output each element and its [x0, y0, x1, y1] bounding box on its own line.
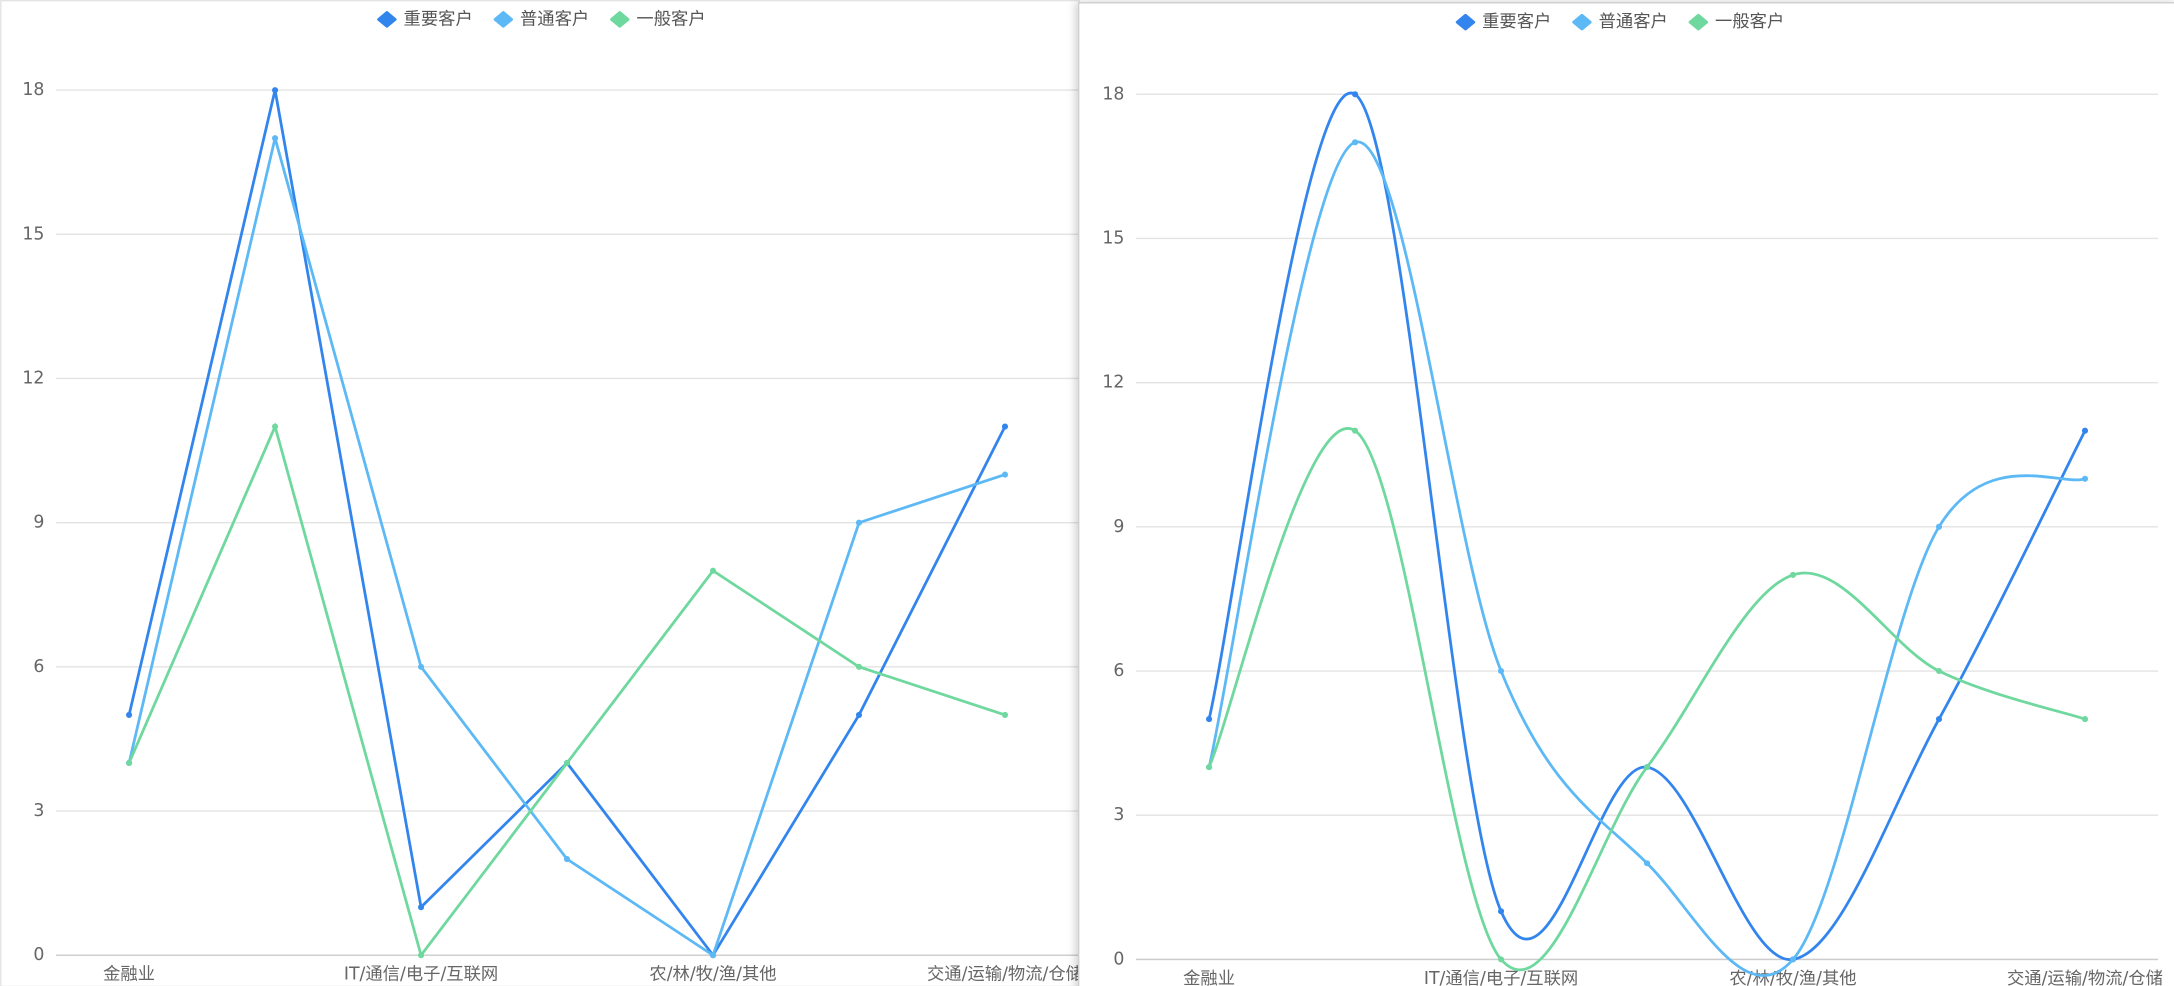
y-tick-label: 15 [22, 224, 44, 244]
data-point [1206, 764, 1213, 771]
x-tick-label: IT/通信/电子/互联网 [344, 965, 498, 985]
y-tick-label: 0 [33, 945, 44, 965]
data-point [272, 87, 279, 94]
data-point [1352, 427, 1359, 434]
data-point [1789, 956, 1797, 963]
data-point [417, 663, 425, 670]
legend-text[interactable]: 一般客户 [636, 9, 705, 29]
chart-left: 0 3 6 9 12 15 18 金融业 IT/通信/电子/互联网 农/林/牧/渔/其他 交通/运输… [22, 9, 1083, 984]
x-tick-label: 交通/运输/物流/仓储 [927, 965, 1083, 985]
data-point [1643, 764, 1651, 771]
y-tick-label: 9 [33, 513, 44, 533]
data-point [855, 519, 863, 526]
legend-text[interactable]: 重要客户 [1482, 12, 1551, 32]
x-tick-label: 交通/运输/物流/仓储 [2007, 969, 2163, 986]
data-point [272, 423, 279, 430]
data-point [1497, 956, 1505, 963]
x-tick-label: 农/林/牧/渔/其他 [649, 965, 776, 985]
y-tick-label: 6 [33, 657, 44, 677]
series-line [1207, 140, 2086, 977]
data-point [563, 856, 571, 863]
y-tick-label: 18 [1102, 84, 1124, 104]
x-tick-label: 农/林/牧/渔/其他 [1729, 969, 1856, 986]
data-point [2081, 716, 2089, 723]
y-tick-label: 9 [1113, 517, 1124, 537]
series-line [1207, 427, 2086, 971]
data-point [563, 759, 571, 767]
data-point [709, 567, 717, 574]
legend-text[interactable]: 普通客户 [1599, 12, 1668, 32]
data-point [1935, 667, 1943, 675]
legend-text[interactable]: 重要客户 [404, 9, 473, 29]
series-line [1207, 91, 2087, 961]
chart-right: 0 3 6 9 12 15 18 金融业 IT/通信/电子/互联网 农/林/牧/渔/其他 交通/运输… [1102, 12, 2163, 986]
legend-text[interactable]: 一般客户 [1715, 12, 1784, 32]
y-tick-label: 3 [33, 801, 44, 821]
y-tick-label: 15 [1102, 228, 1124, 248]
data-point [1935, 716, 1943, 723]
data-point [855, 663, 863, 670]
legend-text[interactable]: 普通客户 [520, 9, 589, 29]
data-point [272, 135, 279, 142]
data-point [1001, 423, 1009, 430]
data-point [1001, 711, 1009, 718]
legend-icon [1455, 13, 1476, 31]
data-point [1001, 471, 1009, 478]
data-point [417, 904, 425, 911]
y-tick-label: 3 [1113, 805, 1124, 825]
y-tick-label: 0 [1113, 949, 1124, 969]
legend-icon [610, 11, 630, 28]
data-point [1497, 908, 1505, 915]
x-tick-label: 金融业 [103, 965, 155, 985]
data-point [126, 759, 133, 767]
legend-icon [377, 11, 397, 28]
data-point [855, 711, 863, 718]
legend-icon [1572, 13, 1592, 31]
y-tick-label: 18 [22, 80, 44, 100]
data-point [1206, 716, 1213, 723]
data-point [417, 952, 425, 959]
data-point [1352, 139, 1359, 146]
right-panel [1077, 2, 2174, 986]
data-point [1789, 571, 1797, 578]
data-point [1643, 860, 1651, 867]
y-tick-label: 12 [1102, 373, 1124, 393]
legend-icon [1688, 13, 1709, 31]
left-panel [0, 0, 1081, 986]
x-tick-label: IT/通信/电子/互联网 [1424, 969, 1578, 986]
data-point [2081, 427, 2089, 434]
data-point [1935, 523, 1943, 530]
y-tick-label: 12 [22, 368, 44, 388]
data-point [1352, 91, 1359, 98]
data-point [126, 711, 133, 718]
data-point [2081, 475, 2089, 482]
legend-icon [493, 11, 514, 28]
data-point [1497, 667, 1505, 675]
y-tick-label: 6 [1113, 661, 1124, 681]
x-tick-label: 金融业 [1183, 969, 1235, 986]
data-point [709, 952, 717, 959]
